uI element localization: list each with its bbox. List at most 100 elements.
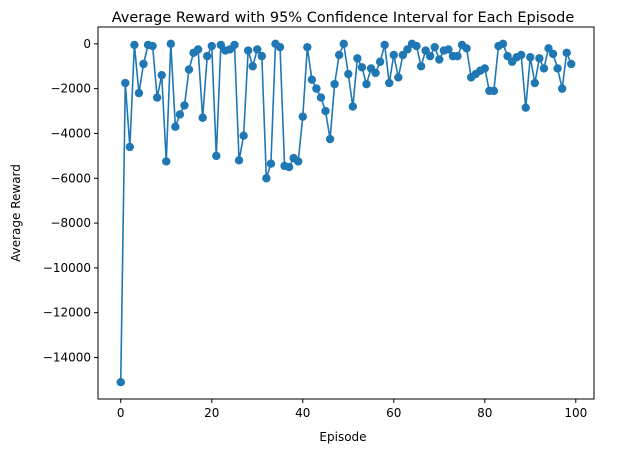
data-point xyxy=(348,102,358,111)
data-point xyxy=(503,51,512,61)
data-point xyxy=(425,51,435,61)
series-layer xyxy=(116,39,576,387)
y-tick-label: −12000 xyxy=(43,306,91,320)
data-point xyxy=(325,134,335,144)
x-tick-label: 40 xyxy=(295,406,310,420)
data-point xyxy=(321,106,330,116)
data-point xyxy=(243,46,253,55)
x-tick-label: 100 xyxy=(564,406,587,420)
data-point xyxy=(257,51,267,61)
x-axis-label: Episode xyxy=(319,430,366,444)
data-point xyxy=(548,49,558,59)
data-point xyxy=(248,62,257,71)
data-point xyxy=(334,50,344,60)
data-point xyxy=(539,64,549,73)
data-point xyxy=(526,53,535,62)
data-point xyxy=(389,50,398,60)
data-point xyxy=(316,93,326,102)
data-point xyxy=(307,75,317,84)
data-point xyxy=(175,110,185,119)
y-tick-label: 0 xyxy=(83,37,91,51)
data-point xyxy=(357,63,367,72)
data-point xyxy=(262,174,271,183)
data-point xyxy=(212,151,221,161)
data-point xyxy=(294,157,303,166)
data-point xyxy=(234,156,244,165)
data-point xyxy=(430,42,439,52)
data-point xyxy=(453,51,462,61)
chart-title: Average Reward with 95% Confidence Inter… xyxy=(112,10,575,26)
data-point xyxy=(152,93,162,102)
data-point xyxy=(312,84,321,93)
data-point xyxy=(421,46,430,55)
data-point xyxy=(139,59,148,69)
data-point xyxy=(530,78,540,88)
data-point xyxy=(553,64,562,73)
data-point xyxy=(521,103,530,112)
data-point xyxy=(535,54,544,63)
x-tick-label: 80 xyxy=(477,406,492,420)
data-point xyxy=(162,157,171,166)
x-tick-label: 20 xyxy=(204,406,219,420)
y-tick-label: −2000 xyxy=(50,82,91,96)
data-point xyxy=(416,62,426,71)
data-point xyxy=(148,41,157,51)
data-point xyxy=(157,70,166,80)
y-tick-label: −8000 xyxy=(50,216,91,230)
data-point xyxy=(353,54,362,63)
data-point xyxy=(330,79,339,89)
data-point xyxy=(362,79,371,89)
data-point xyxy=(544,44,553,53)
data-point xyxy=(562,48,571,57)
data-point xyxy=(298,112,307,121)
data-point xyxy=(193,45,203,54)
y-axis-ticks: −14000 −12000 −10000 −8000 −6000 −4000 −2000 0 xyxy=(43,37,98,365)
data-point xyxy=(216,40,226,50)
data-point xyxy=(375,57,385,66)
axes-frame xyxy=(97,26,595,400)
y-axis-label: Average Reward xyxy=(9,164,23,262)
data-point xyxy=(230,40,239,50)
y-tick-label: −10000 xyxy=(43,261,91,275)
data-point xyxy=(184,65,194,74)
data-point xyxy=(498,39,508,49)
data-point xyxy=(284,162,294,172)
plot-area xyxy=(97,26,595,400)
x-axis-ticks: 0 20 40 60 80 100 xyxy=(117,399,587,420)
data-point xyxy=(380,40,389,50)
data-point xyxy=(344,69,353,79)
data-point xyxy=(239,131,248,140)
data-point xyxy=(489,86,499,96)
data-point xyxy=(266,159,276,168)
data-point xyxy=(435,55,444,64)
data-point xyxy=(125,142,135,152)
y-tick-label: −4000 xyxy=(50,126,91,140)
data-point xyxy=(116,377,125,387)
data-point xyxy=(412,41,421,51)
data-point xyxy=(398,50,408,60)
data-point xyxy=(444,45,453,54)
data-point xyxy=(480,64,489,73)
data-point xyxy=(253,45,262,54)
data-point xyxy=(339,39,348,49)
data-point xyxy=(403,45,412,54)
data-point xyxy=(557,84,567,93)
data-point xyxy=(303,42,312,52)
data-point xyxy=(371,68,380,78)
data-point xyxy=(198,113,207,122)
data-point xyxy=(166,39,176,49)
data-point xyxy=(134,88,144,98)
data-point xyxy=(130,40,139,50)
data-point xyxy=(171,122,180,131)
data-point xyxy=(275,42,285,52)
y-tick-label: −14000 xyxy=(43,351,91,365)
data-point xyxy=(462,44,471,53)
y-tick-label: −6000 xyxy=(50,171,91,185)
data-point xyxy=(207,41,216,51)
data-point xyxy=(394,73,403,82)
data-point xyxy=(516,50,526,60)
x-tick-label: 60 xyxy=(386,406,401,420)
data-point xyxy=(385,78,394,88)
